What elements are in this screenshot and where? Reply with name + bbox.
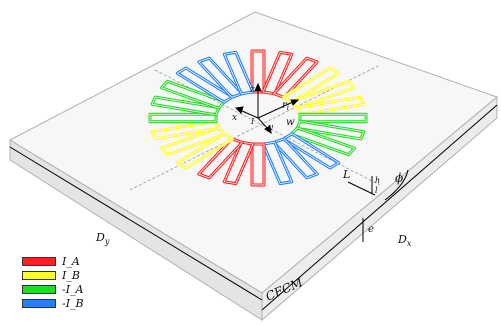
- coil-inner-line: [282, 133, 340, 169]
- dy-dimension-line: [9, 146, 263, 301]
- coil-inner-line: [290, 127, 356, 156]
- coil-inner-line: [160, 80, 226, 109]
- height-label: h: [375, 176, 380, 185]
- current-label: I: [250, 117, 255, 126]
- coil-inner-line: [176, 133, 234, 169]
- legend: I_A I_B -I_A -I_B: [22, 254, 92, 310]
- legend-item-neg-ib: -I_B: [22, 296, 92, 310]
- gap-label: l: [375, 186, 378, 195]
- legend-item-ib: I_B: [22, 268, 92, 282]
- radius-label: ri: [282, 100, 289, 112]
- width-label: w: [286, 117, 295, 128]
- x-axis: [239, 109, 259, 119]
- legend-label-neg-ia: -I_A: [62, 282, 84, 296]
- legend-swatch-ib: [22, 270, 56, 280]
- legend-swatch-neg-ib: [22, 298, 56, 308]
- coil-ring: [148, 49, 368, 187]
- coil-inner-line: [299, 113, 367, 123]
- z-axis-arrow: [254, 82, 262, 92]
- length-line: [347, 181, 376, 196]
- coil-inner-line: [262, 141, 293, 185]
- axis-y-label: y: [267, 123, 274, 133]
- legend-label-ia: I_A: [62, 254, 80, 268]
- angle-arc: [384, 169, 409, 201]
- slab-right-face: [261, 95, 498, 322]
- coil-inner-line: [223, 141, 254, 185]
- coil-inner-line: [151, 96, 220, 116]
- legend-swatch-ia: [22, 256, 56, 266]
- dx-dimension-line: [261, 104, 498, 311]
- coil-inner-line: [176, 67, 234, 103]
- coil-inner-line: [160, 127, 226, 156]
- coil-inner-line: [149, 113, 217, 123]
- axis-z-label: z: [249, 85, 255, 95]
- coil-inner-line: [151, 120, 220, 140]
- thickness-label: e: [368, 224, 374, 235]
- dx-label: Dx: [397, 233, 412, 248]
- legend-label-ib: I_B: [62, 268, 80, 282]
- length-label: L: [342, 168, 350, 181]
- coil-inner-line: [296, 96, 365, 116]
- coil-inner-line: [282, 67, 340, 103]
- legend-swatch-neg-ia: [22, 284, 56, 294]
- axis-x-label: x: [232, 113, 237, 123]
- coil-inner-line: [251, 143, 265, 186]
- coil-inner-line: [198, 57, 243, 98]
- y-axis-arrow: [264, 125, 272, 135]
- coil-inner-line: [273, 57, 318, 98]
- radius-arrow: [290, 99, 300, 106]
- angle-label: ϕ: [395, 171, 403, 185]
- legend-label-neg-ib: -I_B: [62, 296, 84, 310]
- coil-inner-line: [296, 120, 365, 140]
- dy-label: Dy: [95, 231, 110, 246]
- legend-item-neg-ia: -I_A: [22, 282, 92, 296]
- coil-inner-line: [251, 50, 265, 93]
- y-axis: [257, 117, 269, 130]
- coil-inner-line: [262, 51, 293, 95]
- dimension-markers: [9, 104, 498, 311]
- coordinate-axes: [234, 82, 300, 135]
- x-axis-arrow: [234, 106, 244, 114]
- coil-inner-line: [273, 138, 318, 179]
- legend-item-ia: I_A: [22, 254, 92, 268]
- coil-inner-line: [223, 51, 254, 95]
- coil-inner-line: [198, 138, 243, 179]
- radius-line: [257, 100, 296, 119]
